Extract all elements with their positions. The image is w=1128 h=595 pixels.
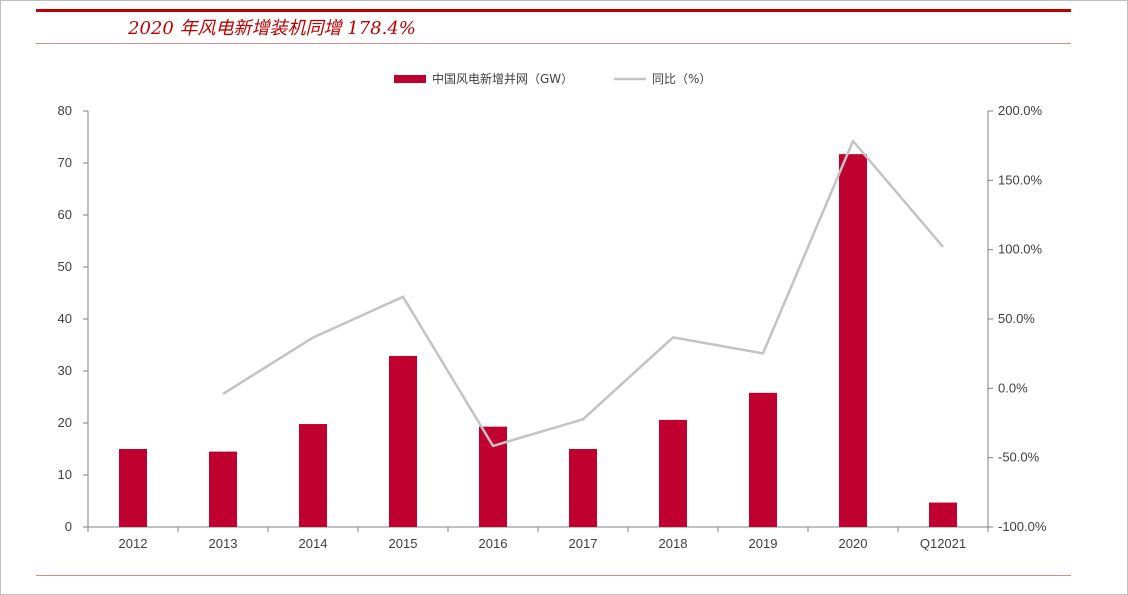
legend-line-label: 同比（%）: [652, 72, 711, 86]
axes: 0 10 20 30 40 50 60 70 80 -100.0% -50.0% 0.0% 50.0% 1…: [58, 103, 1047, 551]
x-tick-label: 2014: [299, 536, 328, 551]
y-left-tick-label: 40: [58, 311, 72, 326]
y-right-tick-label: 0.0%: [998, 380, 1028, 395]
x-tick-label: 2013: [209, 536, 238, 551]
bar: [209, 451, 237, 527]
bar: [659, 419, 687, 527]
y-right-tick-label: 150.0%: [998, 172, 1043, 187]
y-right-tick-label: 200.0%: [998, 103, 1043, 118]
x-tick-label: 2019: [749, 536, 778, 551]
x-tick-label: 2017: [569, 536, 598, 551]
y-left-tick-label: 60: [58, 207, 72, 222]
y-right-tick-label: 100.0%: [998, 242, 1043, 257]
x-tick-label: 2020: [839, 536, 868, 551]
bar: [929, 502, 957, 527]
legend: 中国风电新增并网（GW） 同比（%）: [394, 71, 711, 86]
line-series: [222, 139, 944, 448]
x-tick-label: 2018: [659, 536, 688, 551]
x-tick-label: 2016: [479, 536, 508, 551]
y-left-tick-label: 30: [58, 363, 72, 378]
x-tick-label: Q12021: [920, 536, 966, 551]
y-left-tick-label: 70: [58, 155, 72, 170]
title-divider: [36, 43, 1071, 44]
bar: [749, 392, 777, 527]
y-left-tick-label: 50: [58, 259, 72, 274]
y-left-tick-label: 80: [58, 103, 72, 118]
header-rule: [36, 9, 1071, 12]
bar: [839, 154, 867, 527]
x-tick-label: 2015: [389, 536, 418, 551]
bar: [479, 426, 507, 527]
legend-bar-swatch: [394, 75, 426, 83]
footer-rule: [36, 575, 1071, 576]
bar-series: [119, 154, 957, 527]
y-right-tick-label: -100.0%: [998, 519, 1047, 534]
bar: [299, 424, 327, 527]
legend-bar-label: 中国风电新增并网（GW）: [432, 71, 573, 86]
chart-title: 2020 年风电新增装机同增 178.4%: [128, 18, 416, 39]
y-left-tick-label: 0: [65, 519, 72, 534]
y-right-tick-label: 50.0%: [998, 311, 1035, 326]
y-left-tick-label: 20: [58, 415, 72, 430]
y-right-tick-label: -50.0%: [998, 450, 1040, 465]
y-left-tick-label: 10: [58, 467, 72, 482]
yoy-line: [222, 139, 944, 448]
bar: [389, 355, 417, 527]
x-tick-label: 2012: [119, 536, 148, 551]
bar: [119, 449, 147, 527]
bar: [569, 449, 597, 527]
